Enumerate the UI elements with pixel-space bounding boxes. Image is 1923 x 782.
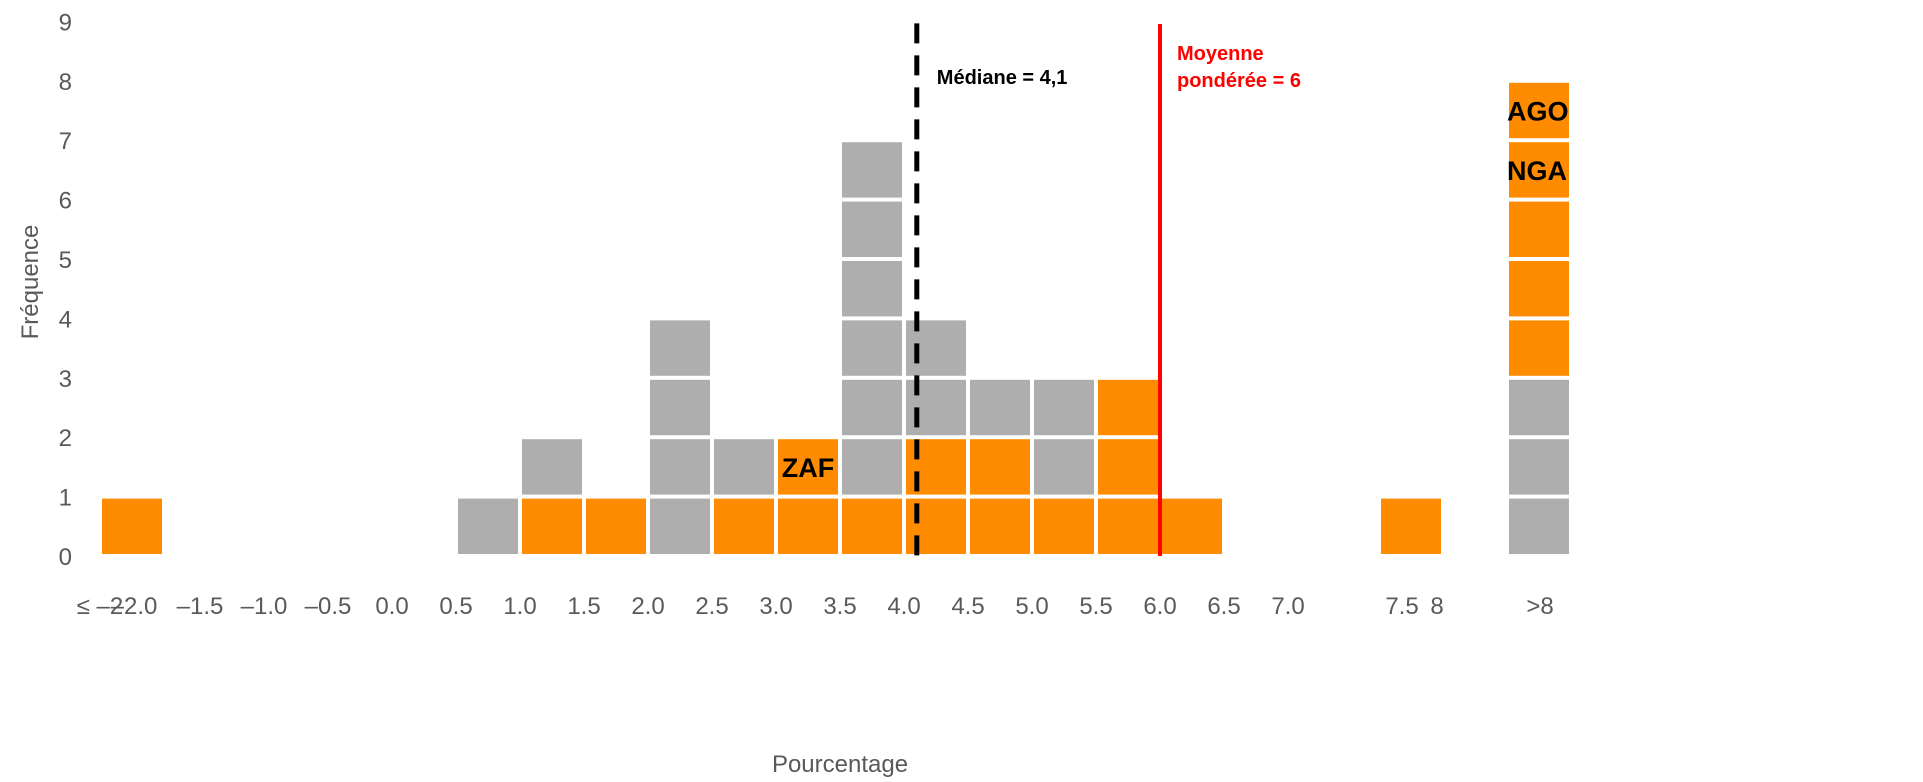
histogram-cell-orange (1096, 437, 1160, 497)
x-tick-label: 4.0 (887, 593, 920, 620)
x-tick-label: 1.5 (567, 593, 600, 620)
histogram-cell-gray (1032, 437, 1096, 497)
x-tick-label: 6.5 (1207, 593, 1240, 620)
x-tick-label: 6.0 (1143, 593, 1176, 620)
y-tick-label: 9 (59, 9, 72, 36)
histogram-cell-orange (712, 496, 776, 557)
histogram-cell-gray (840, 140, 904, 200)
x-tick-label: 8 (1430, 593, 1443, 620)
y-tick-label: 1 (59, 485, 72, 512)
mean-label-line: pondérée = 6 (1177, 70, 1301, 92)
histogram-cell-gray (840, 318, 904, 378)
x-tick-label: 7.5 (1385, 593, 1418, 620)
x-tick-label: 3.0 (759, 593, 792, 620)
y-tick-label: 7 (59, 128, 72, 155)
x-tick-label: 7.0 (1271, 593, 1304, 620)
y-tick-label: 4 (59, 306, 72, 333)
histogram-cell-orange (100, 496, 164, 557)
histogram-cell-gray (648, 437, 712, 497)
x-tick-label: 3.5 (823, 593, 856, 620)
histogram-cell-gray (840, 199, 904, 260)
histogram-cell-orange (1379, 496, 1443, 557)
histogram-cell-gray (648, 318, 712, 378)
histogram-cell-orange (1507, 259, 1571, 319)
histogram-cell-gray (1507, 496, 1571, 557)
y-axis-ticks: 0 1 2 3 4 5 6 7 8 9 (59, 9, 72, 571)
x-tick-label: 0.0 (375, 593, 408, 620)
histogram-cell-gray (840, 377, 904, 438)
x-tick-label: 0.5 (439, 593, 472, 620)
y-tick-label: 5 (59, 247, 72, 274)
histogram-cell-gray (968, 377, 1032, 438)
histogram-cell-orange (1096, 377, 1160, 438)
reference-lines: Médiane = 4,1 Moyenne pondérée = 6 (914, 23, 1301, 556)
x-tick-label: –1.0 (241, 593, 288, 620)
median-label: Médiane = 4,1 (937, 67, 1068, 89)
x-tick-label: 5.5 (1079, 593, 1112, 620)
x-tick-label: 2.0 (631, 593, 664, 620)
x-tick-label: –0.5 (305, 593, 352, 620)
x-axis-ticks: ≤ –2–2.0 –1.5 –1.0 –0.5 0.0 0.5 1.0 1.5 2.0 2.5 3.… (77, 593, 1554, 620)
y-tick-label: 3 (59, 366, 72, 393)
histogram-cell-orange (1160, 496, 1224, 557)
histogram-cell-gray (648, 496, 712, 557)
y-tick-label: 6 (59, 188, 72, 215)
histogram-cell-orange (968, 496, 1032, 557)
histogram-cell-gray (1507, 377, 1571, 438)
histogram-cell-gray (840, 437, 904, 497)
x-tick-label: 5.0 (1015, 593, 1048, 620)
histogram-cell-gray (456, 496, 520, 557)
histogram-cell-orange (1096, 496, 1160, 557)
histogram-cell-orange (776, 437, 840, 497)
x-tick-label: 4.5 (951, 593, 984, 620)
y-tick-label: 2 (59, 425, 72, 452)
histogram-cell-orange (520, 496, 584, 557)
histogram-cell-orange (776, 496, 840, 557)
histogram-cell-gray (712, 437, 776, 497)
x-tick-label: ≤ –2 (77, 593, 124, 620)
histogram-cell-orange (1507, 318, 1571, 378)
histogram-cell-orange (1032, 496, 1096, 557)
histogram-cell-gray (1507, 437, 1571, 497)
country-label-zaf: ZAF (782, 453, 834, 483)
country-label-nga: NGA (1507, 156, 1567, 186)
x-tick-label: 2.5 (695, 593, 728, 620)
histogram-cell-orange (840, 496, 904, 557)
cell-labels: ZAF AGO NGA (782, 97, 1569, 483)
y-tick-label: 8 (59, 69, 72, 96)
histogram-cell-gray (840, 259, 904, 319)
histogram-cell-gray (648, 377, 712, 438)
country-label-ago: AGO (1507, 97, 1569, 127)
x-axis-title: Pourcentage (772, 751, 908, 778)
x-tick-label: 1.0 (503, 593, 536, 620)
histogram-cell-orange (1507, 140, 1571, 200)
x-tick-label: >8 (1526, 593, 1553, 620)
histogram-cell-gray (1032, 377, 1096, 438)
histogram-cell-orange (1507, 199, 1571, 260)
histogram-cell-orange (968, 437, 1032, 497)
x-tick-label: –2.0 (111, 593, 158, 620)
histogram-cell-orange (1507, 80, 1571, 141)
x-tick-label: –1.5 (177, 593, 224, 620)
y-axis-title: Fréquence (17, 225, 44, 340)
histogram-cells (100, 80, 1571, 557)
histogram-cell-orange (584, 496, 648, 557)
histogram-cell-gray (520, 437, 584, 497)
y-tick-label: 0 (59, 544, 72, 571)
mean-label-line: Moyenne (1177, 43, 1264, 65)
